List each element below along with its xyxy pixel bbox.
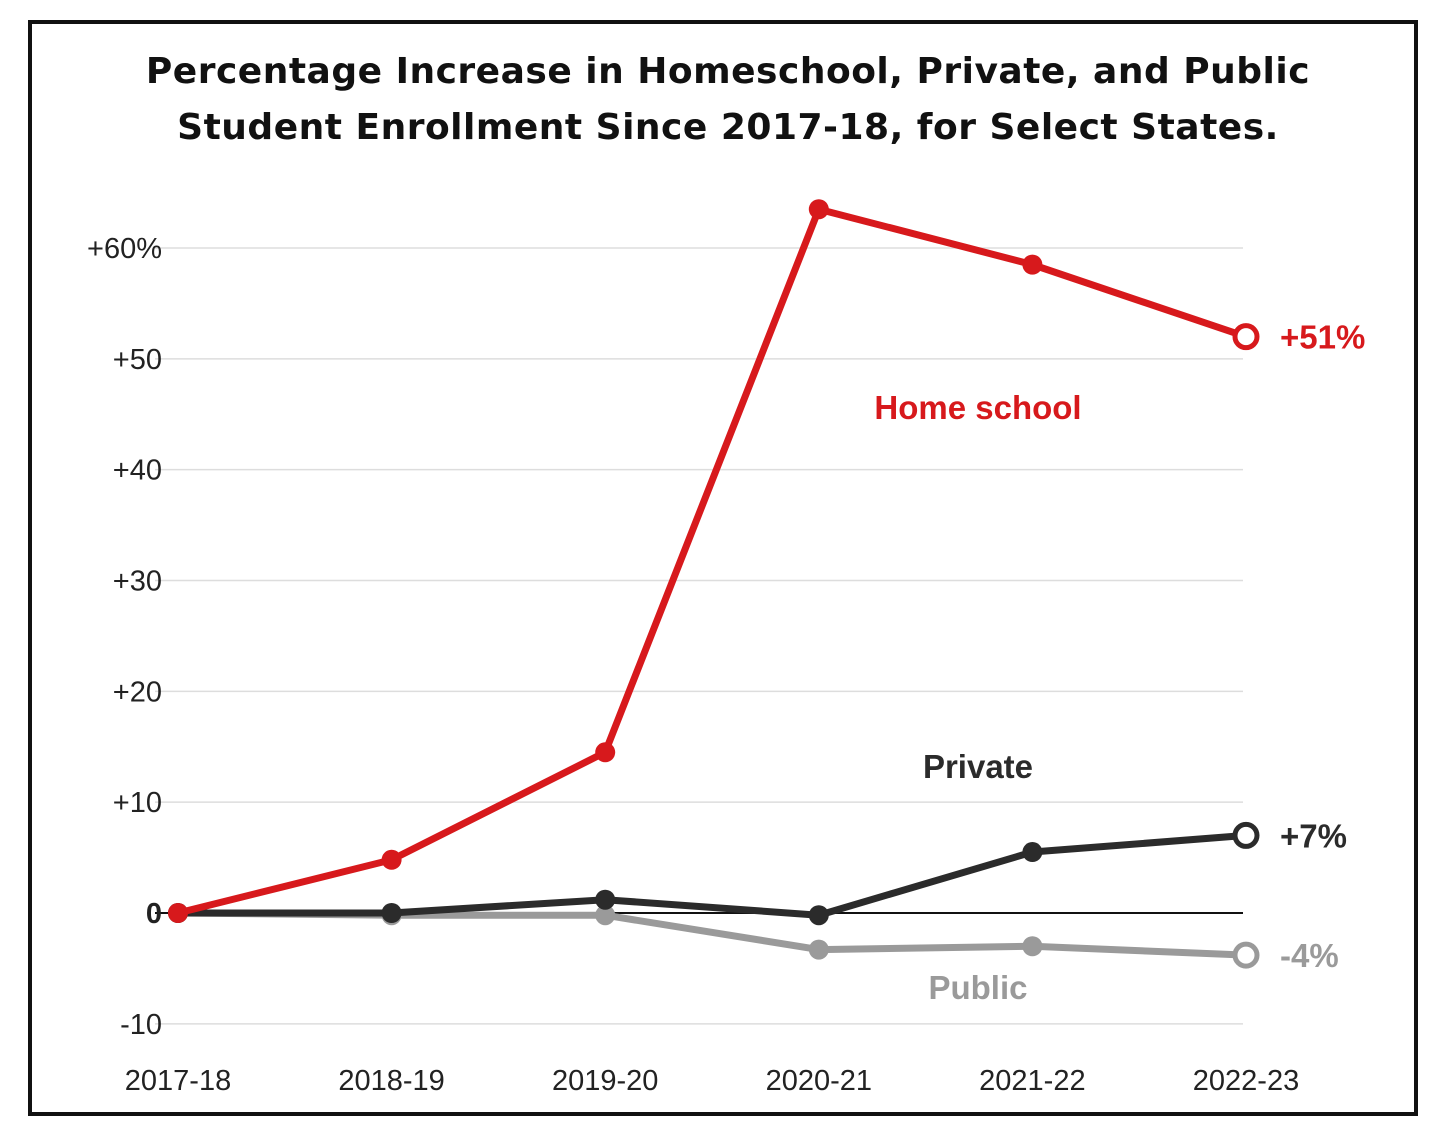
end-value-private: +7% [1280, 817, 1347, 854]
end-value-home-school: +51% [1280, 319, 1365, 356]
series-private [168, 821, 1260, 926]
x-tick-label: 2021-22 [979, 1065, 1085, 1097]
series-name-public: Public [928, 969, 1027, 1006]
chart-title: Percentage Increase in Homeschool, Priva… [0, 44, 1456, 156]
y-tick-label: -10 [120, 1009, 162, 1041]
x-axis-tick-labels: 2017-18 2018-19 2019-20 2020-21 2021-22 2022-… [125, 1065, 1299, 1097]
data-point-public [1232, 941, 1260, 969]
series-line-private [174, 831, 1250, 919]
data-point-private [381, 903, 402, 923]
data-point-home-school [808, 199, 829, 220]
data-point-private [1232, 821, 1260, 849]
y-tick-label: +20 [113, 676, 162, 708]
y-tick-label: 0 [146, 898, 162, 930]
data-point-private [595, 889, 616, 910]
series-home-school [168, 199, 1260, 923]
data-point-home-school [381, 849, 402, 870]
y-tick-label: +60% [87, 233, 162, 265]
data-point-home-school [1022, 254, 1043, 275]
series-name-private: Private [923, 748, 1033, 785]
chart-title-line-2: Student Enrollment Since 2017-18, for Se… [177, 107, 1279, 148]
data-point-public [1022, 936, 1043, 957]
y-tick-label: +30 [113, 566, 162, 598]
x-tick-label: 2020-21 [766, 1065, 872, 1097]
x-tick-label: 2022-23 [1193, 1065, 1299, 1097]
x-tick-label: 2019-20 [552, 1065, 658, 1097]
y-tick-label: +10 [113, 787, 162, 819]
data-point-home-school [1232, 323, 1260, 351]
series-line-home-school [174, 205, 1250, 917]
y-tick-label: +50 [113, 344, 162, 376]
series-line-public [174, 909, 1250, 959]
series-lines [168, 199, 1260, 969]
data-point-public [595, 905, 616, 926]
data-point-home-school [168, 903, 188, 923]
data-point-home-school [595, 742, 616, 763]
data-point-public [808, 939, 829, 960]
x-tick-label: 2017-18 [125, 1065, 231, 1097]
y-tick-label: +40 [113, 455, 162, 487]
data-point-private [808, 905, 829, 926]
x-tick-label: 2018-19 [338, 1065, 444, 1097]
data-point-private [1022, 842, 1043, 863]
series-labels: Home school +51% Private +7% Public -4% [874, 319, 1365, 1006]
series-name-home-school: Home school [874, 389, 1081, 426]
end-value-public: -4% [1280, 937, 1339, 974]
y-axis-tick-labels: +60% +50 +40 +30 +20 +10 0 -10 [87, 233, 162, 1041]
chart-title-line-1: Percentage Increase in Homeschool, Priva… [145, 51, 1311, 92]
